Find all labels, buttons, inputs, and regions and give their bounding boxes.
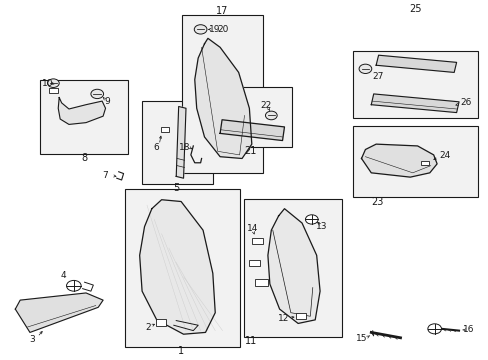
Bar bbox=[420, 161, 428, 165]
Polygon shape bbox=[58, 98, 105, 125]
Circle shape bbox=[194, 25, 206, 34]
Text: 26: 26 bbox=[459, 98, 470, 107]
Polygon shape bbox=[140, 200, 215, 334]
Circle shape bbox=[358, 64, 371, 73]
Bar bbox=[40, 80, 128, 154]
Bar bbox=[125, 189, 239, 347]
Circle shape bbox=[305, 215, 318, 224]
Text: 13: 13 bbox=[315, 222, 326, 231]
Bar bbox=[352, 126, 477, 197]
Bar bbox=[212, 87, 292, 147]
Bar bbox=[182, 15, 263, 173]
Text: 20: 20 bbox=[216, 25, 228, 34]
Circle shape bbox=[66, 280, 81, 291]
Bar bbox=[255, 279, 267, 286]
Bar bbox=[251, 238, 262, 244]
Bar bbox=[248, 260, 259, 266]
Text: 24: 24 bbox=[439, 151, 450, 160]
Text: 15: 15 bbox=[355, 334, 366, 343]
Text: 23: 23 bbox=[370, 197, 383, 207]
Text: 12: 12 bbox=[277, 314, 288, 323]
Text: 10: 10 bbox=[42, 79, 53, 88]
Text: 19: 19 bbox=[209, 25, 221, 34]
Text: 5: 5 bbox=[173, 183, 179, 193]
Bar bbox=[295, 313, 306, 319]
Text: 9: 9 bbox=[104, 97, 110, 106]
Text: 2: 2 bbox=[145, 323, 150, 332]
Text: 11: 11 bbox=[244, 336, 257, 346]
Text: 8: 8 bbox=[81, 153, 87, 163]
Text: 17: 17 bbox=[216, 6, 228, 16]
Bar bbox=[142, 101, 212, 184]
Bar bbox=[49, 87, 58, 93]
Text: 6: 6 bbox=[154, 143, 159, 152]
Text: 18: 18 bbox=[179, 143, 190, 152]
Polygon shape bbox=[370, 94, 458, 113]
Bar bbox=[352, 51, 477, 118]
Text: 1: 1 bbox=[178, 346, 184, 356]
Text: 14: 14 bbox=[246, 224, 258, 233]
Text: 25: 25 bbox=[408, 4, 421, 14]
Text: 4: 4 bbox=[60, 271, 66, 280]
Text: 16: 16 bbox=[462, 325, 473, 334]
Circle shape bbox=[265, 111, 277, 120]
Polygon shape bbox=[194, 39, 251, 158]
Polygon shape bbox=[267, 209, 320, 323]
Polygon shape bbox=[375, 55, 456, 72]
Text: 22: 22 bbox=[260, 101, 271, 110]
Text: 21: 21 bbox=[244, 146, 256, 156]
Circle shape bbox=[427, 324, 441, 334]
Polygon shape bbox=[15, 293, 103, 332]
Text: 7: 7 bbox=[102, 171, 108, 180]
Bar bbox=[160, 127, 169, 132]
Text: 27: 27 bbox=[371, 72, 383, 81]
Text: 3: 3 bbox=[29, 335, 35, 344]
Circle shape bbox=[47, 79, 59, 87]
Bar bbox=[156, 319, 165, 325]
Polygon shape bbox=[220, 120, 284, 140]
Bar bbox=[243, 199, 341, 337]
Circle shape bbox=[91, 89, 103, 99]
Polygon shape bbox=[361, 144, 436, 177]
Polygon shape bbox=[176, 107, 185, 178]
